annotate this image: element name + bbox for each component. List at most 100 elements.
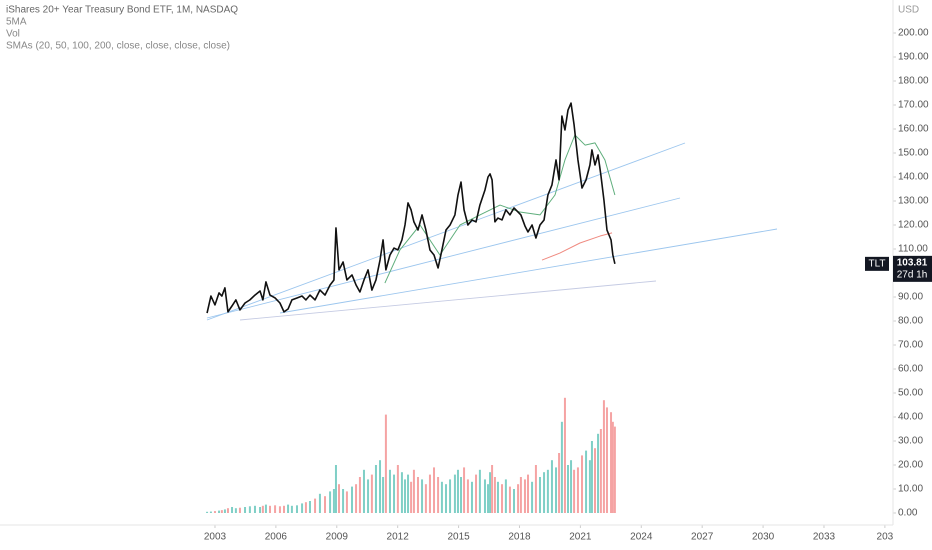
y-tick-label: 150.00 [898, 148, 929, 159]
volume-bar [437, 477, 440, 513]
y-tick-label: 200.00 [898, 28, 929, 39]
legend-line: Vol [6, 29, 20, 40]
volume-bar [332, 489, 335, 513]
volume-bar [403, 479, 406, 513]
volume-bar [304, 502, 307, 513]
volume-bar [611, 421, 614, 513]
volume-bar [613, 426, 616, 513]
x-tick-label: 2033 [813, 532, 836, 543]
price-line [206, 102, 616, 314]
volume-bar [329, 491, 332, 513]
volume-bar [523, 479, 526, 513]
y-tick-label: 140.00 [898, 172, 929, 183]
x-tick-label: 2012 [387, 532, 410, 543]
volume-bar [501, 484, 504, 513]
y-tick-label: 20.00 [898, 460, 923, 471]
volume-bar [342, 489, 345, 513]
symbol-label: TLT [868, 258, 885, 269]
volume-bar [440, 481, 443, 513]
volume-bar [308, 501, 311, 513]
volume-bar [396, 465, 399, 513]
volume-bar [560, 421, 563, 513]
volume-bar [367, 479, 370, 513]
x-tick-label: 2003 [204, 532, 227, 543]
volume-bar [475, 474, 478, 513]
volume-bar [362, 469, 365, 513]
legend-line: SMAs (20, 50, 100, 200, close, close, cl… [6, 41, 230, 52]
x-tick-label: 2015 [447, 532, 470, 543]
volume-bar [449, 479, 452, 513]
volume-bar [428, 474, 431, 513]
countdown-label: 27d 1h [897, 269, 928, 280]
y-tick-label: 60.00 [898, 364, 923, 375]
volume-bar [248, 506, 251, 513]
volume-bar [234, 508, 237, 513]
volume-bar [588, 460, 591, 513]
volume-bar [355, 484, 358, 513]
volume-bar [491, 465, 494, 513]
volume-bar [478, 469, 481, 513]
volume-bar [301, 503, 304, 513]
volume-bar [259, 507, 262, 513]
volume-bar [388, 469, 391, 513]
volume-bar [546, 469, 549, 513]
volume-bar [531, 481, 534, 513]
volume-bar [338, 484, 341, 513]
volume-bar [384, 414, 387, 513]
volume-bar [543, 472, 546, 513]
volume-bar [223, 509, 226, 513]
volume-bar [410, 481, 413, 513]
volume-bar [324, 496, 327, 513]
volume-bar [581, 455, 584, 513]
volume-bar [370, 474, 373, 513]
volume-bar [345, 491, 348, 513]
volume-bar [218, 510, 221, 513]
trend-line [239, 280, 657, 321]
volume-bar [489, 472, 492, 513]
volume-bar [555, 467, 558, 513]
volume-bar [295, 505, 298, 513]
x-tick-label: 2027 [691, 532, 714, 543]
volume-bar [358, 477, 361, 513]
y-tick-label: 30.00 [898, 436, 923, 447]
volume-bar [231, 507, 234, 513]
volume-bar [453, 474, 456, 513]
x-tick-label: 2021 [569, 532, 592, 543]
volume-bar [407, 474, 410, 513]
volume-bar [287, 504, 290, 513]
y-tick-label: 80.00 [898, 316, 923, 327]
y-tick-label: 180.00 [898, 76, 929, 87]
volume-bar [424, 484, 427, 513]
volume-bar [570, 460, 573, 513]
volume-bar [290, 505, 293, 513]
volume-bar [400, 472, 403, 513]
volume-bar [382, 477, 385, 513]
trend-lines [206, 142, 778, 321]
price-badge [893, 255, 932, 282]
x-tick-label: 2009 [326, 532, 349, 543]
volume-bar [393, 474, 396, 513]
volume-bar [416, 477, 419, 513]
volume-bar [213, 511, 216, 513]
volume-bar [590, 441, 593, 513]
y-tick-label: 90.00 [898, 292, 923, 303]
y-tick-label: 0.00 [898, 508, 918, 519]
volume-bar [496, 481, 499, 513]
volume-bar [470, 481, 473, 513]
y-tick-label: 160.00 [898, 124, 929, 135]
trend-line [206, 197, 681, 319]
chart-title: iShares 20+ Year Treasury Bond ETF, 1M, … [6, 5, 238, 16]
volume-bar [261, 505, 264, 513]
volume-bar [220, 510, 223, 513]
y-tick-label: 120.00 [898, 220, 929, 231]
volume-bar [206, 511, 209, 513]
volume-bar [527, 474, 530, 513]
volume-bar [566, 465, 569, 513]
volume-bar [466, 479, 469, 513]
volume-bar [351, 486, 354, 513]
volume-bar [504, 479, 507, 513]
volume-bar [512, 489, 515, 513]
y-tick-label: 130.00 [898, 196, 929, 207]
volume-bar [605, 407, 608, 513]
